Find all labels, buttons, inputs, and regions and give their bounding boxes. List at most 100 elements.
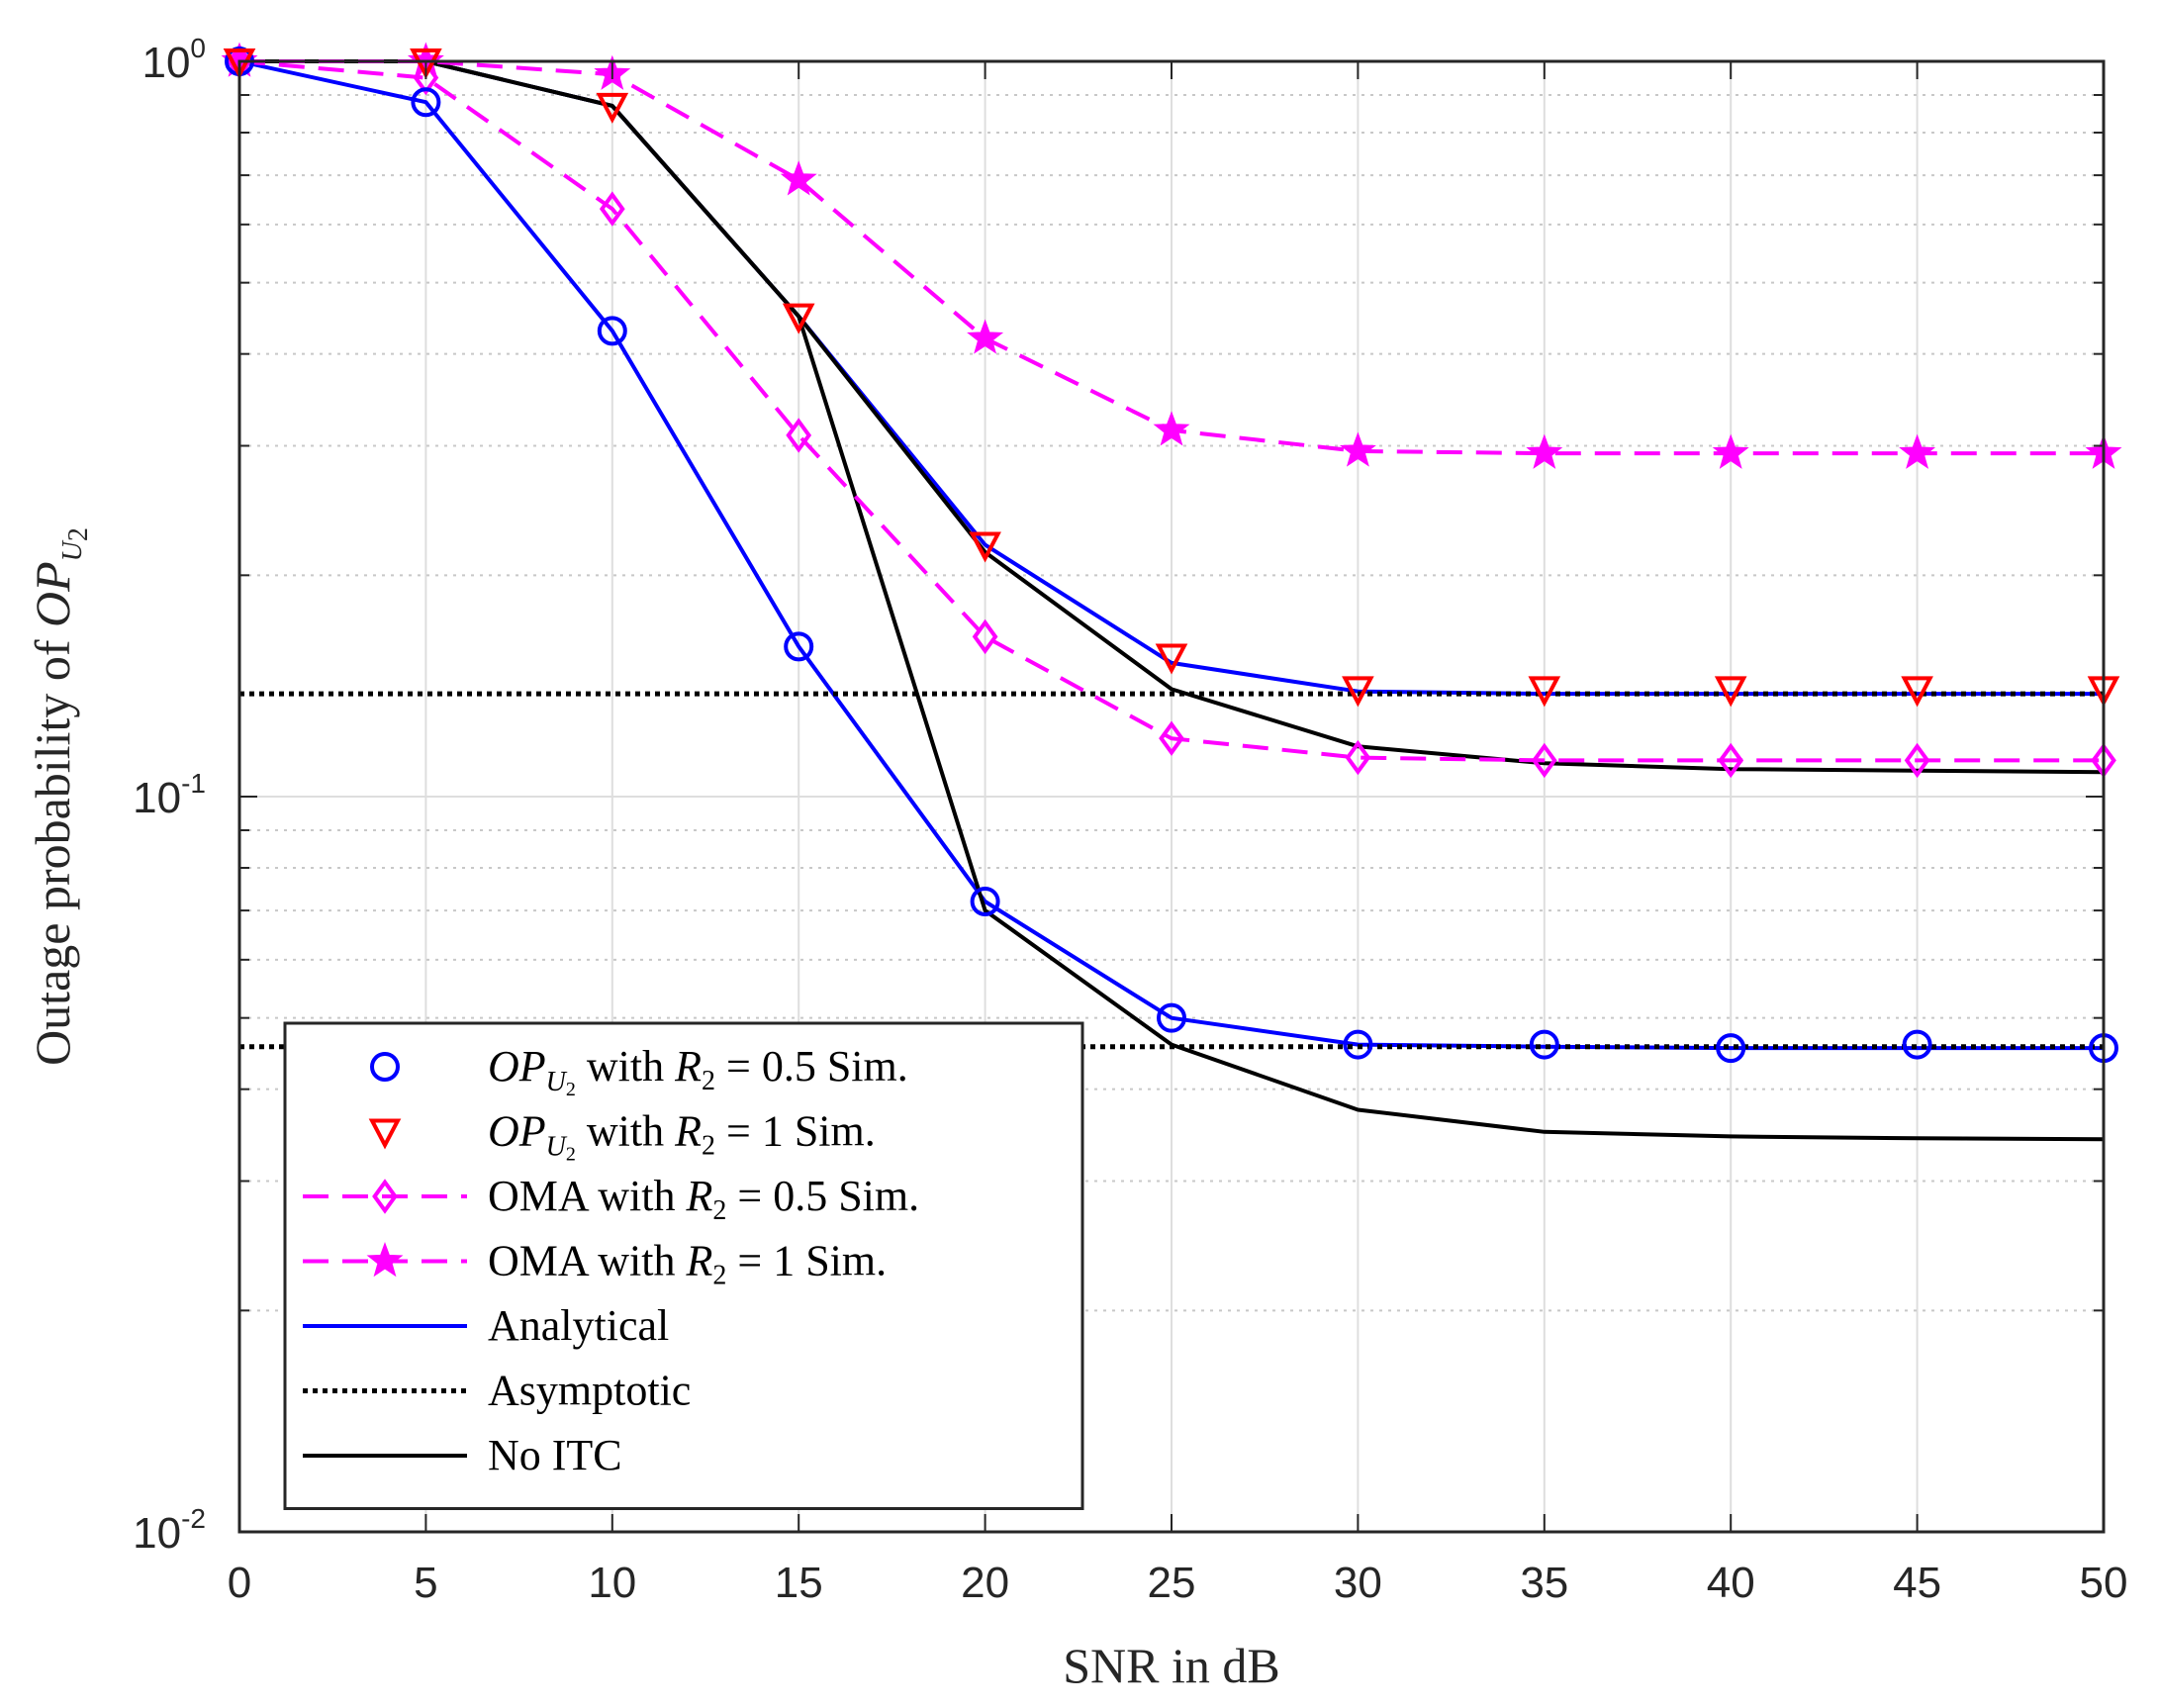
- legend-var-sub: 2: [712, 1195, 726, 1226]
- data-point-star: [780, 160, 817, 196]
- x-tick-label: 20: [961, 1559, 1009, 1607]
- legend-math-sub: U: [546, 1132, 568, 1163]
- data-point-triangle-down: [1155, 643, 1188, 675]
- legend: OPU2 with R2 = 0.5 Sim.OPU2 with R2 = 1 …: [283, 1021, 1084, 1510]
- legend-text-pre: No ITC: [488, 1431, 622, 1479]
- series-line: [238, 59, 2104, 763]
- legend-var: R: [685, 1172, 712, 1220]
- data-point-diamond: [1345, 739, 1371, 776]
- data-point-diamond: [599, 191, 625, 227]
- y-tick-label: 10-1: [133, 768, 206, 822]
- legend-var-sub: 2: [712, 1261, 726, 1291]
- data-point-star: [967, 319, 1004, 354]
- y-tick-exponent: 0: [190, 33, 206, 63]
- legend-text-post: = 1 Sim.: [726, 1237, 887, 1285]
- y-tick-base: 10: [141, 39, 190, 87]
- data-point-triangle-down: [1901, 676, 1933, 708]
- legend-text-pre: with: [576, 1042, 675, 1091]
- y-tick-label: 10-2: [133, 1503, 206, 1558]
- legend-entry-label: OMA with R2 = 0.5 Sim.: [488, 1172, 919, 1226]
- x-tick-label: 15: [775, 1559, 823, 1607]
- legend-text-post: = 0.5 Sim.: [715, 1042, 908, 1091]
- data-point-diamond: [786, 418, 812, 453]
- y-axis-label-prefix: Outage probability of: [25, 627, 80, 1066]
- x-tick-label: 35: [1520, 1559, 1568, 1607]
- legend-var-sub: 2: [702, 1131, 715, 1162]
- data-point-triangle-down: [596, 92, 629, 124]
- legend-marker-diamond: [372, 1179, 398, 1214]
- x-tick-label: 5: [414, 1559, 437, 1607]
- legend-marker-star: [366, 1242, 404, 1278]
- y-axis-label-math: OP: [25, 561, 80, 627]
- data-point-circle: [1157, 1002, 1186, 1033]
- y-tick-exponent: -2: [181, 1503, 206, 1534]
- legend-marker-triangle-down: [368, 1118, 402, 1150]
- y-tick-exponent: -1: [181, 768, 206, 799]
- data-point-circle: [1716, 1033, 1746, 1064]
- legend-text-pre: Asymptotic: [488, 1367, 691, 1415]
- legend-math: OP: [488, 1107, 546, 1156]
- legend-entry-label: OMA with R2 = 1 Sim.: [488, 1237, 887, 1291]
- legend-var-sub: 2: [702, 1066, 715, 1096]
- y-axis-label: Outage probability of OPU2: [25, 527, 94, 1066]
- x-tick-label: 40: [1707, 1559, 1755, 1607]
- data-point-star: [1339, 431, 1376, 467]
- axis-ticks: [238, 60, 2105, 1533]
- x-tick-label: 25: [1148, 1559, 1196, 1607]
- legend-entry-label: No ITC: [488, 1431, 622, 1479]
- data-point-circle: [784, 631, 814, 662]
- data-point-circle: [411, 87, 441, 118]
- data-point-circle: [1529, 1029, 1559, 1060]
- data-point-star: [1712, 433, 1749, 469]
- data-point-diamond: [972, 618, 998, 655]
- legend-math-sub2: 2: [566, 1144, 576, 1166]
- legend-entry-label: Analytical: [488, 1301, 669, 1350]
- data-point-circle: [597, 316, 627, 346]
- legend-text-post: = 1 Sim.: [715, 1107, 876, 1156]
- legend-math-sub: U: [546, 1067, 568, 1097]
- legend-var: R: [674, 1042, 702, 1091]
- series-line: [239, 59, 2105, 1142]
- legend-entry-label: OPU2 with R2 = 0.5 Sim.: [488, 1042, 908, 1100]
- legend-marker-circle: [370, 1052, 400, 1082]
- data-point-triangle-down: [1528, 676, 1561, 708]
- data-point-star: [1526, 433, 1563, 469]
- data-point-circle: [1902, 1029, 1932, 1060]
- data-point-diamond: [1159, 720, 1184, 756]
- x-tick-label: 0: [228, 1559, 251, 1607]
- legend-text-pre: OMA with: [488, 1237, 686, 1285]
- legend-math: OP: [488, 1042, 546, 1091]
- x-tick-label: 30: [1334, 1559, 1382, 1607]
- data-point-star: [1899, 433, 1936, 469]
- x-tick-label: 45: [1893, 1559, 1941, 1607]
- x-axis-label: SNR in dB: [1063, 1638, 1280, 1693]
- series-markers: [221, 42, 2122, 1064]
- data-point-diamond: [1904, 742, 1930, 779]
- legend-math-sub2: 2: [566, 1079, 576, 1100]
- y-axis-label-sub: U: [57, 539, 88, 561]
- legend-entry-label: OPU2 with R2 = 1 Sim.: [488, 1107, 876, 1166]
- legend-box: [283, 1021, 1084, 1510]
- legend-text-post: = 0.5 Sim.: [726, 1172, 919, 1220]
- data-point-circle: [970, 887, 1000, 917]
- data-point-circle: [1343, 1029, 1373, 1060]
- data-point-diamond: [1531, 742, 1557, 779]
- data-point-triangle-down: [969, 531, 1001, 563]
- legend-entry-label: Asymptotic: [488, 1367, 691, 1415]
- legend-text-pre: OMA with: [488, 1172, 686, 1220]
- data-point-triangle-down: [782, 303, 815, 334]
- data-point-diamond: [1718, 742, 1744, 779]
- y-tick-base: 10: [133, 1509, 181, 1558]
- data-point-triangle-down: [1342, 676, 1374, 708]
- legend-var: R: [685, 1237, 712, 1285]
- y-tick-label: 100: [141, 33, 206, 87]
- data-point-star: [1153, 411, 1190, 446]
- data-point-triangle-down: [1714, 676, 1747, 708]
- x-tick-label: 50: [2080, 1559, 2128, 1607]
- legend-text-pre: with: [576, 1107, 675, 1156]
- legend-text-pre: Analytical: [488, 1301, 669, 1350]
- x-tick-labels: 0 5 10 15 20 25 30 35 40 45 50: [228, 1559, 2128, 1607]
- y-tick-base: 10: [133, 774, 181, 822]
